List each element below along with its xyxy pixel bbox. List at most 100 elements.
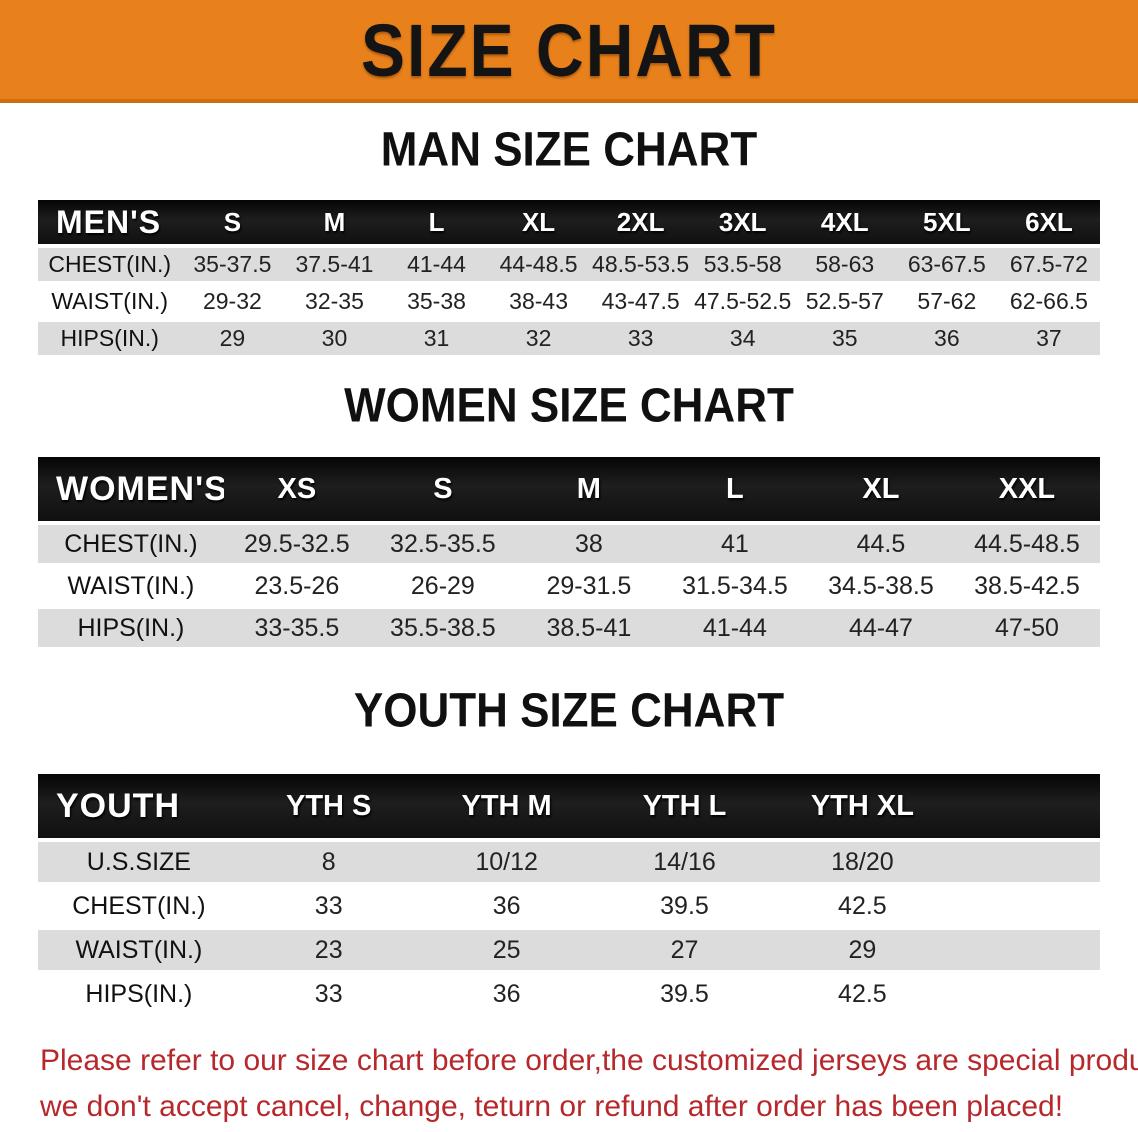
size-value-cell: 39.5 bbox=[595, 974, 774, 1014]
size-value-cell: 43-47.5 bbox=[589, 285, 692, 318]
size-column-header: YTH L bbox=[595, 774, 774, 838]
size-value-cell: 35 bbox=[793, 322, 896, 355]
size-value-cell: 32.5-35.5 bbox=[369, 525, 516, 563]
table-corner-label: YOUTH bbox=[38, 774, 240, 838]
table-corner-label: WOMEN'S bbox=[38, 457, 224, 521]
man-size-chart-heading-text: MAN SIZE CHART bbox=[380, 122, 758, 176]
size-value-cell: 35.5-38.5 bbox=[369, 609, 516, 647]
size-value-cell: 30 bbox=[283, 322, 386, 355]
size-value-cell: 38-43 bbox=[487, 285, 590, 318]
size-value-cell: 32-35 bbox=[283, 285, 386, 318]
size-column-header: XS bbox=[223, 457, 370, 521]
row-label: CHEST(IN.) bbox=[38, 525, 224, 563]
page-title: SIZE CHART bbox=[361, 8, 777, 91]
size-value-cell: 31.5-34.5 bbox=[661, 567, 808, 605]
size-value-cell: 26-29 bbox=[369, 567, 516, 605]
size-value-cell: 29-31.5 bbox=[515, 567, 662, 605]
row-spacer bbox=[951, 886, 1100, 926]
size-column-header: XXL bbox=[953, 457, 1100, 521]
size-value-cell: 27 bbox=[595, 930, 774, 970]
size-column-header: M bbox=[515, 457, 662, 521]
size-value-cell: 41-44 bbox=[661, 609, 808, 647]
size-column-header: S bbox=[181, 200, 284, 244]
size-value-cell: 33 bbox=[239, 974, 418, 1014]
size-value-cell: 36 bbox=[895, 322, 998, 355]
size-column-header: YTH XL bbox=[773, 774, 952, 838]
size-value-cell: 44-48.5 bbox=[487, 248, 590, 281]
size-value-cell: 34 bbox=[691, 322, 794, 355]
size-column-header: 5XL bbox=[895, 200, 998, 244]
size-value-cell: 52.5-57 bbox=[793, 285, 896, 318]
size-column-header: M bbox=[283, 200, 386, 244]
row-label: HIPS(IN.) bbox=[38, 974, 240, 1014]
size-value-cell: 67.5-72 bbox=[997, 248, 1100, 281]
size-value-cell: 23.5-26 bbox=[223, 567, 370, 605]
size-value-cell: 47.5-52.5 bbox=[691, 285, 794, 318]
man-size-chart-heading: MAN SIZE CHART bbox=[0, 103, 1138, 196]
table-row: WAIST(IN.) 29-32 32-35 35-38 38-43 43-47.5 47.… bbox=[38, 285, 1100, 318]
size-value-cell: 29 bbox=[773, 930, 952, 970]
size-value-cell: 63-67.5 bbox=[895, 248, 998, 281]
size-value-cell: 14/16 bbox=[595, 842, 774, 882]
womens-size-table: WOMEN'S XS S M L XL XXL CHEST(IN.) 29.5-32.5 32.5… bbox=[38, 453, 1100, 651]
row-spacer bbox=[951, 842, 1100, 882]
size-value-cell: 33 bbox=[239, 886, 418, 926]
size-column-header: 6XL bbox=[997, 200, 1100, 244]
size-value-cell: 29.5-32.5 bbox=[223, 525, 370, 563]
row-label: WAIST(IN.) bbox=[38, 285, 182, 318]
youth-size-chart-heading-text: YOUTH SIZE CHART bbox=[353, 683, 785, 737]
size-value-cell: 25 bbox=[417, 930, 596, 970]
size-value-cell: 35-38 bbox=[385, 285, 488, 318]
size-table: YOUTH YTH S YTH M YTH L YTH XL U.S.SIZE 8 10/12… bbox=[38, 770, 1100, 1018]
mens-size-table: MEN'S S M L XL 2XL 3XL 4XL 5XL 6XL CHEST(IN.) 35-37… bbox=[38, 196, 1100, 359]
size-column-header: 3XL bbox=[691, 200, 794, 244]
size-value-cell: 58-63 bbox=[793, 248, 896, 281]
disclaimer-line-2: we don't accept cancel, change, teturn o… bbox=[40, 1090, 1064, 1123]
size-column-header: 4XL bbox=[793, 200, 896, 244]
size-table: WOMEN'S XS S M L XL XXL CHEST(IN.) 29.5-32.5 32.5… bbox=[38, 453, 1100, 651]
row-label: HIPS(IN.) bbox=[38, 322, 182, 355]
size-value-cell: 23 bbox=[239, 930, 418, 970]
size-table: MEN'S S M L XL 2XL 3XL 4XL 5XL 6XL CHEST(IN.) 35-37… bbox=[38, 196, 1100, 359]
youth-size-chart-heading: YOUTH SIZE CHART bbox=[0, 651, 1138, 770]
youth-size-table: YOUTH YTH S YTH M YTH L YTH XL U.S.SIZE 8 10/12… bbox=[38, 770, 1100, 1018]
disclaimer-note: Please refer to our size chart before or… bbox=[40, 1038, 1138, 1130]
size-value-cell: 53.5-58 bbox=[691, 248, 794, 281]
size-value-cell: 36 bbox=[417, 886, 596, 926]
table-row: HIPS(IN.) 33-35.5 35.5-38.5 38.5-41 41-44 44-… bbox=[38, 609, 1100, 647]
size-column-header: YTH M bbox=[417, 774, 596, 838]
row-spacer bbox=[951, 974, 1100, 1014]
women-size-chart-heading-text: WOMEN SIZE CHART bbox=[344, 378, 794, 433]
size-value-cell: 31 bbox=[385, 322, 488, 355]
row-spacer bbox=[951, 930, 1100, 970]
size-column-header: XL bbox=[487, 200, 590, 244]
size-value-cell: 44.5 bbox=[807, 525, 954, 563]
row-label: WAIST(IN.) bbox=[38, 567, 224, 605]
size-value-cell: 29 bbox=[181, 322, 284, 355]
row-label: HIPS(IN.) bbox=[38, 609, 224, 647]
row-label: CHEST(IN.) bbox=[38, 248, 182, 281]
size-value-cell: 34.5-38.5 bbox=[807, 567, 954, 605]
header-spacer bbox=[951, 774, 1100, 838]
size-value-cell: 33 bbox=[589, 322, 692, 355]
size-value-cell: 37.5-41 bbox=[283, 248, 386, 281]
table-row: U.S.SIZE 8 10/12 14/16 18/20 bbox=[38, 842, 1100, 882]
table-row: CHEST(IN.) 35-37.5 37.5-41 41-44 44-48.5 48.5… bbox=[38, 248, 1100, 281]
size-value-cell: 62-66.5 bbox=[997, 285, 1100, 318]
size-value-cell: 35-37.5 bbox=[181, 248, 284, 281]
table-row: CHEST(IN.) 29.5-32.5 32.5-35.5 38 41 44.5 44.5… bbox=[38, 525, 1100, 563]
row-label: CHEST(IN.) bbox=[38, 886, 240, 926]
table-corner-label: MEN'S bbox=[38, 200, 182, 244]
size-value-cell: 32 bbox=[487, 322, 590, 355]
women-size-chart-heading: WOMEN SIZE CHART bbox=[0, 359, 1138, 453]
table-row: HIPS(IN.) 33 36 39.5 42.5 bbox=[38, 974, 1100, 1014]
size-column-header: S bbox=[369, 457, 516, 521]
size-value-cell: 8 bbox=[239, 842, 418, 882]
size-value-cell: 42.5 bbox=[773, 974, 952, 1014]
size-value-cell: 38 bbox=[515, 525, 662, 563]
size-value-cell: 38.5-41 bbox=[515, 609, 662, 647]
table-header-row: YOUTH YTH S YTH M YTH L YTH XL bbox=[38, 774, 1100, 838]
size-column-header: YTH S bbox=[239, 774, 418, 838]
size-column-header: L bbox=[385, 200, 488, 244]
size-value-cell: 42.5 bbox=[773, 886, 952, 926]
